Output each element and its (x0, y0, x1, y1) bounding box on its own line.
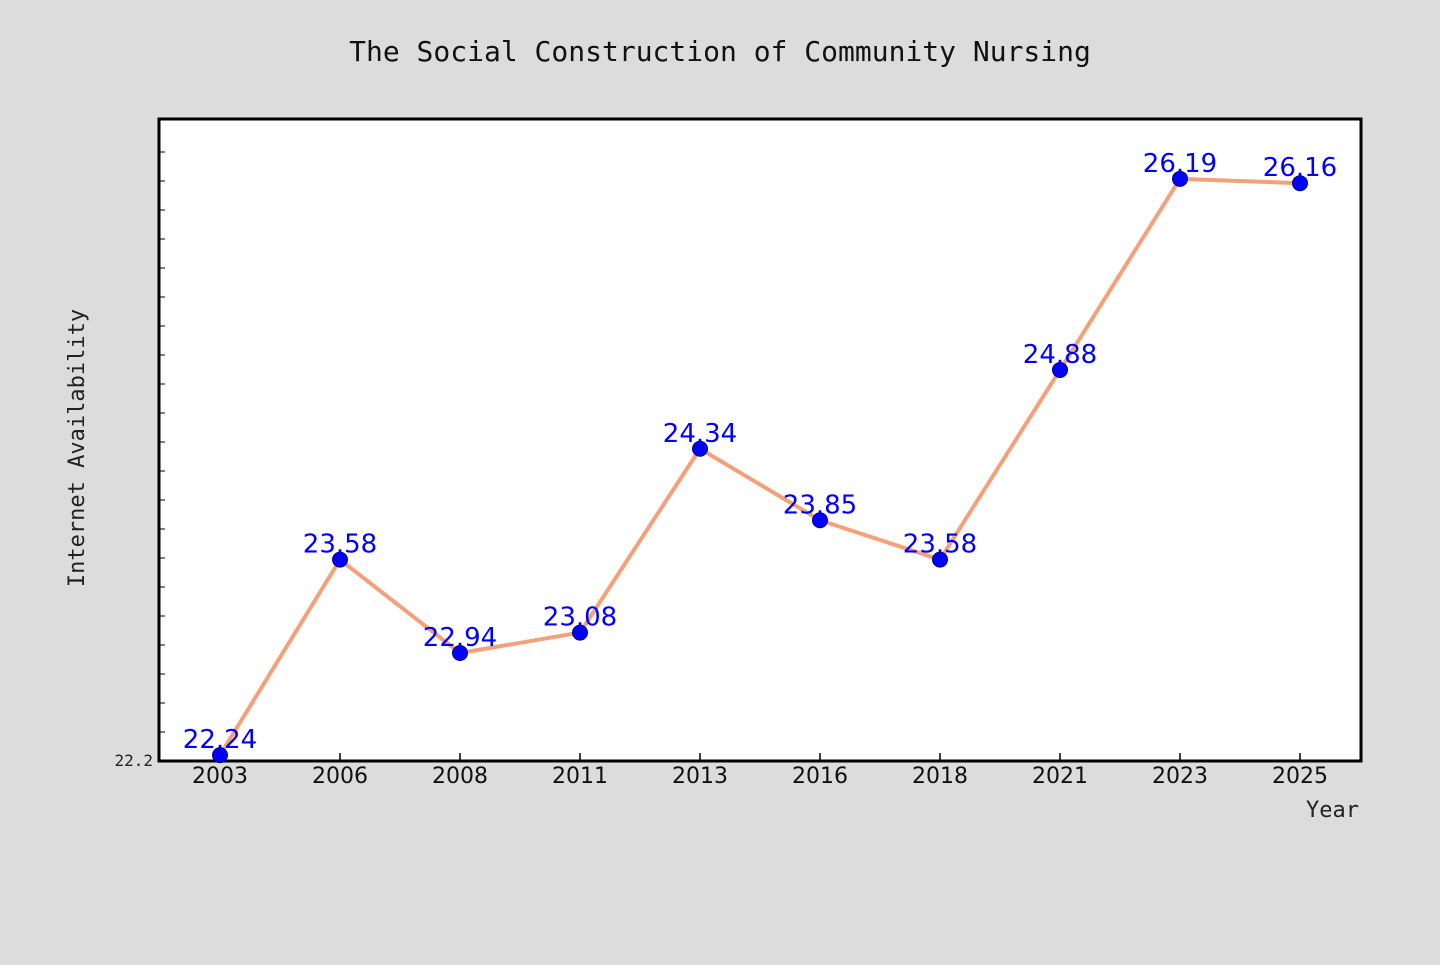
data-point (1292, 175, 1308, 192)
data-label: 26.16 (1263, 153, 1337, 183)
data-label: 22.24 (183, 725, 257, 755)
x-tick-label: 2018 (912, 764, 968, 789)
data-label: 23.58 (903, 530, 977, 560)
data-point (812, 512, 828, 529)
data-point (1052, 361, 1068, 378)
x-axis-title: Year (1306, 798, 1359, 823)
data-point (572, 624, 588, 641)
plot-area (157, 117, 1363, 763)
x-tick-label: 2021 (1032, 764, 1088, 789)
data-point (332, 551, 348, 568)
x-tick-label: 2006 (312, 764, 368, 789)
x-tick-label: 2003 (192, 764, 248, 789)
series-layer: 22.24 23.58 22.94 23.08 24.34 23.85 23.58 24.88… (183, 149, 1337, 764)
x-axis-ticks: 2003 2006 2008 2011 2013 2016 2018 2021 2023 2025 (192, 753, 1328, 789)
chart-title: The Social Construction of Community Nur… (349, 35, 1091, 68)
data-label: 24.88 (1023, 340, 1097, 370)
series-line (218, 176, 1302, 758)
data-point (932, 551, 948, 568)
data-label: 23.58 (303, 530, 377, 560)
data-point (452, 645, 468, 662)
data-point (212, 747, 228, 764)
x-tick-label: 2011 (552, 764, 608, 789)
x-tick-label: 2025 (1272, 764, 1328, 789)
data-point (1172, 170, 1188, 187)
x-tick-label: 2023 (1152, 764, 1208, 789)
x-tick-label: 2008 (432, 764, 488, 789)
data-label: 23.85 (783, 490, 857, 520)
x-tick-label: 2013 (672, 764, 728, 789)
y-axis-title: Internet Availability (65, 309, 90, 587)
data-label: 22.94 (423, 623, 497, 653)
y-tick-label: 22.2 (114, 751, 153, 770)
data-point (692, 440, 708, 457)
data-label: 24.34 (663, 419, 737, 449)
x-tick-label: 2016 (792, 764, 848, 789)
data-label: 23.08 (543, 603, 617, 633)
data-label: 26.19 (1143, 149, 1217, 179)
y-axis-minor-ticks (159, 151, 165, 733)
